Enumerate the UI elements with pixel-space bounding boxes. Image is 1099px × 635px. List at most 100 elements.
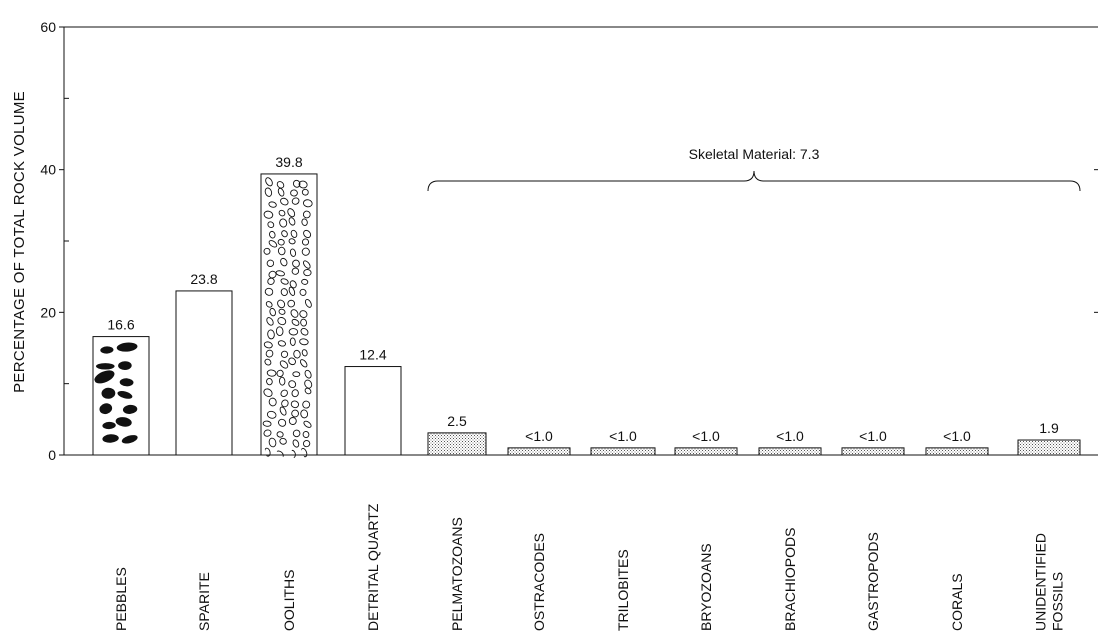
category-label-5: OSTRACODES (531, 533, 547, 631)
category-label-11-line-0: UNIDENTIFIED (1033, 533, 1049, 631)
oolith-grain (301, 188, 309, 196)
oolith-grain (300, 409, 309, 419)
oolith-grain (303, 420, 312, 428)
pebble-grain (116, 342, 138, 352)
y-tick-label-3: 60 (40, 19, 56, 35)
bar-2 (260, 173, 318, 459)
bar-rect-2 (260, 173, 318, 456)
bar-3 (344, 366, 402, 456)
bar-rect-3 (344, 366, 402, 456)
oolith-grain (292, 439, 300, 448)
oolith-grain (265, 349, 274, 358)
oolith-grain (304, 387, 312, 395)
oolith-grain (265, 177, 273, 187)
oolith-grain (278, 418, 287, 427)
oolith-grain (267, 221, 275, 229)
oolith-grain (301, 278, 309, 285)
pebble-grain (122, 404, 138, 414)
bar-0 (92, 336, 150, 456)
oolith-grain (263, 388, 273, 397)
bar-rect-5 (507, 447, 571, 456)
oolith-grain (304, 298, 312, 308)
oolith-grain (277, 246, 286, 256)
oolith-grain (279, 406, 287, 416)
oolith-grain (267, 329, 275, 340)
bar-value-label-2: 39.8 (275, 154, 302, 170)
oolith-grain (263, 210, 274, 219)
oolith-grain (287, 208, 296, 218)
oolith-grain (301, 349, 308, 357)
oolith-grain (277, 317, 287, 326)
pebble-grain (102, 434, 119, 443)
oolith-grain (289, 248, 297, 257)
oolith-grain (277, 340, 286, 347)
bar-6 (590, 447, 656, 456)
oolith-grain (291, 267, 300, 275)
oolith-grain (303, 260, 311, 269)
oolith-grain (289, 337, 296, 346)
oolith-grain (288, 286, 296, 296)
bar-value-label-6: <1.0 (609, 428, 637, 444)
oolith-grain (289, 280, 297, 289)
oolith-grain (302, 430, 310, 439)
oolith-grain (262, 420, 272, 427)
bar-value-label-10: <1.0 (943, 428, 971, 444)
oolith-grain (290, 309, 299, 318)
oolith-grain (291, 197, 300, 205)
oolith-grain (279, 437, 287, 445)
oolith-grain (300, 328, 309, 336)
bar-value-label-4: 2.5 (447, 413, 467, 429)
category-label-8: BRACHIOPODS (782, 528, 798, 631)
oolith-grain (281, 399, 289, 408)
category-label-7: BRYOZOANS (698, 543, 714, 631)
category-label-2: OOLITHS (281, 570, 297, 631)
category-label-9: GASTROPODS (865, 532, 881, 631)
y-axis-title: PERCENTAGE OF TOTAL ROCK VOLUME (11, 91, 28, 393)
oolith-grain (263, 341, 273, 349)
oolith-grain (264, 358, 272, 366)
oolith-grain (292, 429, 301, 438)
bar-5 (507, 447, 571, 456)
oolith-grain (266, 317, 274, 326)
pebble-grain (118, 361, 132, 371)
bar-9 (841, 447, 905, 456)
oolith-grain (275, 270, 285, 277)
bar-value-label-3: 12.4 (359, 347, 386, 363)
labels: 16.6 PEBBLES 23.8 SPARITE 39.8 OOLITHS 12.4 DET… (107, 146, 1081, 631)
oolith-grain (280, 288, 288, 297)
oolith-grain (264, 287, 274, 296)
oolith-grain (288, 217, 296, 226)
oolith-grain (301, 218, 308, 226)
oolith-grain (304, 369, 312, 379)
oolith-grain (298, 180, 308, 189)
oolith-grain (277, 238, 285, 246)
category-label-1: SPARITE (196, 572, 212, 631)
oolith-grain (291, 318, 300, 326)
oolith-grain (303, 229, 312, 239)
oolith-grain (277, 299, 286, 309)
oolith-grain (276, 369, 284, 378)
category-label-6: TRILOBITES (615, 549, 631, 631)
oolith-grain (263, 247, 271, 255)
oolith-grain (301, 238, 310, 246)
oolith-grain (280, 197, 289, 206)
oolith-grain (288, 417, 297, 425)
oolith-grain (299, 288, 307, 296)
oolith-grain (291, 409, 299, 418)
oolith-grain (292, 259, 300, 268)
bar-value-label-5: <1.0 (525, 428, 553, 444)
oolith-grain (268, 201, 277, 208)
category-label-4: PELMATOZOANS (449, 517, 465, 631)
pebble-grain (99, 403, 113, 415)
oolith-grain (288, 238, 296, 245)
oolith-grain (281, 230, 288, 238)
oolith-grain (277, 187, 285, 197)
y-tick-label-1: 20 (40, 304, 56, 320)
oolith-grain (264, 187, 273, 197)
oolith-grain (299, 338, 309, 346)
oolith-grain (279, 376, 286, 386)
oolith-grain (303, 269, 312, 277)
oolith-grain (279, 218, 288, 228)
oolith-grain (268, 397, 277, 407)
oolith-grain (266, 410, 277, 419)
